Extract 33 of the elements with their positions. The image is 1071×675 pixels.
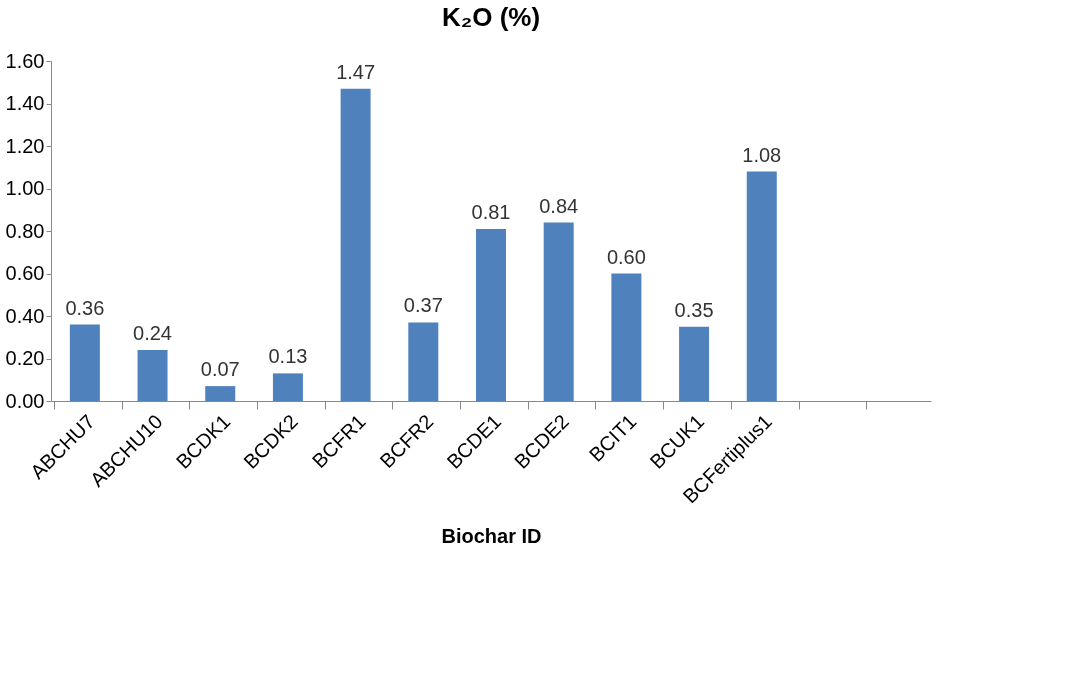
bar: [476, 228, 506, 401]
bar: [69, 324, 100, 401]
y-tick-label: 1.20: [5, 134, 45, 157]
data-label: 0.07: [200, 358, 240, 381]
data-label: 0.24: [133, 322, 173, 344]
y-tick-label: 1.60: [5, 49, 45, 72]
bar: [408, 322, 439, 401]
bar: [543, 222, 574, 401]
y-tick-label: 0.80: [5, 219, 45, 242]
data-label: 0.13: [268, 345, 308, 368]
data-label: 0.60: [606, 245, 646, 268]
bar: [137, 350, 168, 401]
data-label: 0.84: [539, 194, 579, 217]
chart-title: K₂O (%): [441, 2, 541, 32]
data-label: 1.47: [336, 60, 376, 83]
x-axis-title: Biochar ID: [441, 525, 542, 548]
y-tick-label: 1.00: [5, 177, 45, 199]
bar: [746, 171, 777, 401]
data-label: 0.81: [471, 200, 511, 223]
data-label: 1.08: [742, 143, 782, 166]
y-tick-label: 0.20: [5, 347, 45, 369]
y-tick-label: 0.00: [5, 389, 45, 412]
data-label: 0.36: [65, 296, 105, 319]
data-label: 0.37: [403, 294, 443, 317]
data-label: 0.35: [674, 298, 714, 321]
bar: [679, 326, 710, 401]
y-tick-label: 0.60: [5, 262, 45, 284]
bar: [340, 88, 371, 401]
bar: [611, 273, 642, 401]
y-tick-label: 0.40: [5, 304, 45, 327]
y-tick-label: 1.40: [5, 92, 45, 114]
bar: [205, 386, 236, 401]
bar: [272, 373, 303, 401]
